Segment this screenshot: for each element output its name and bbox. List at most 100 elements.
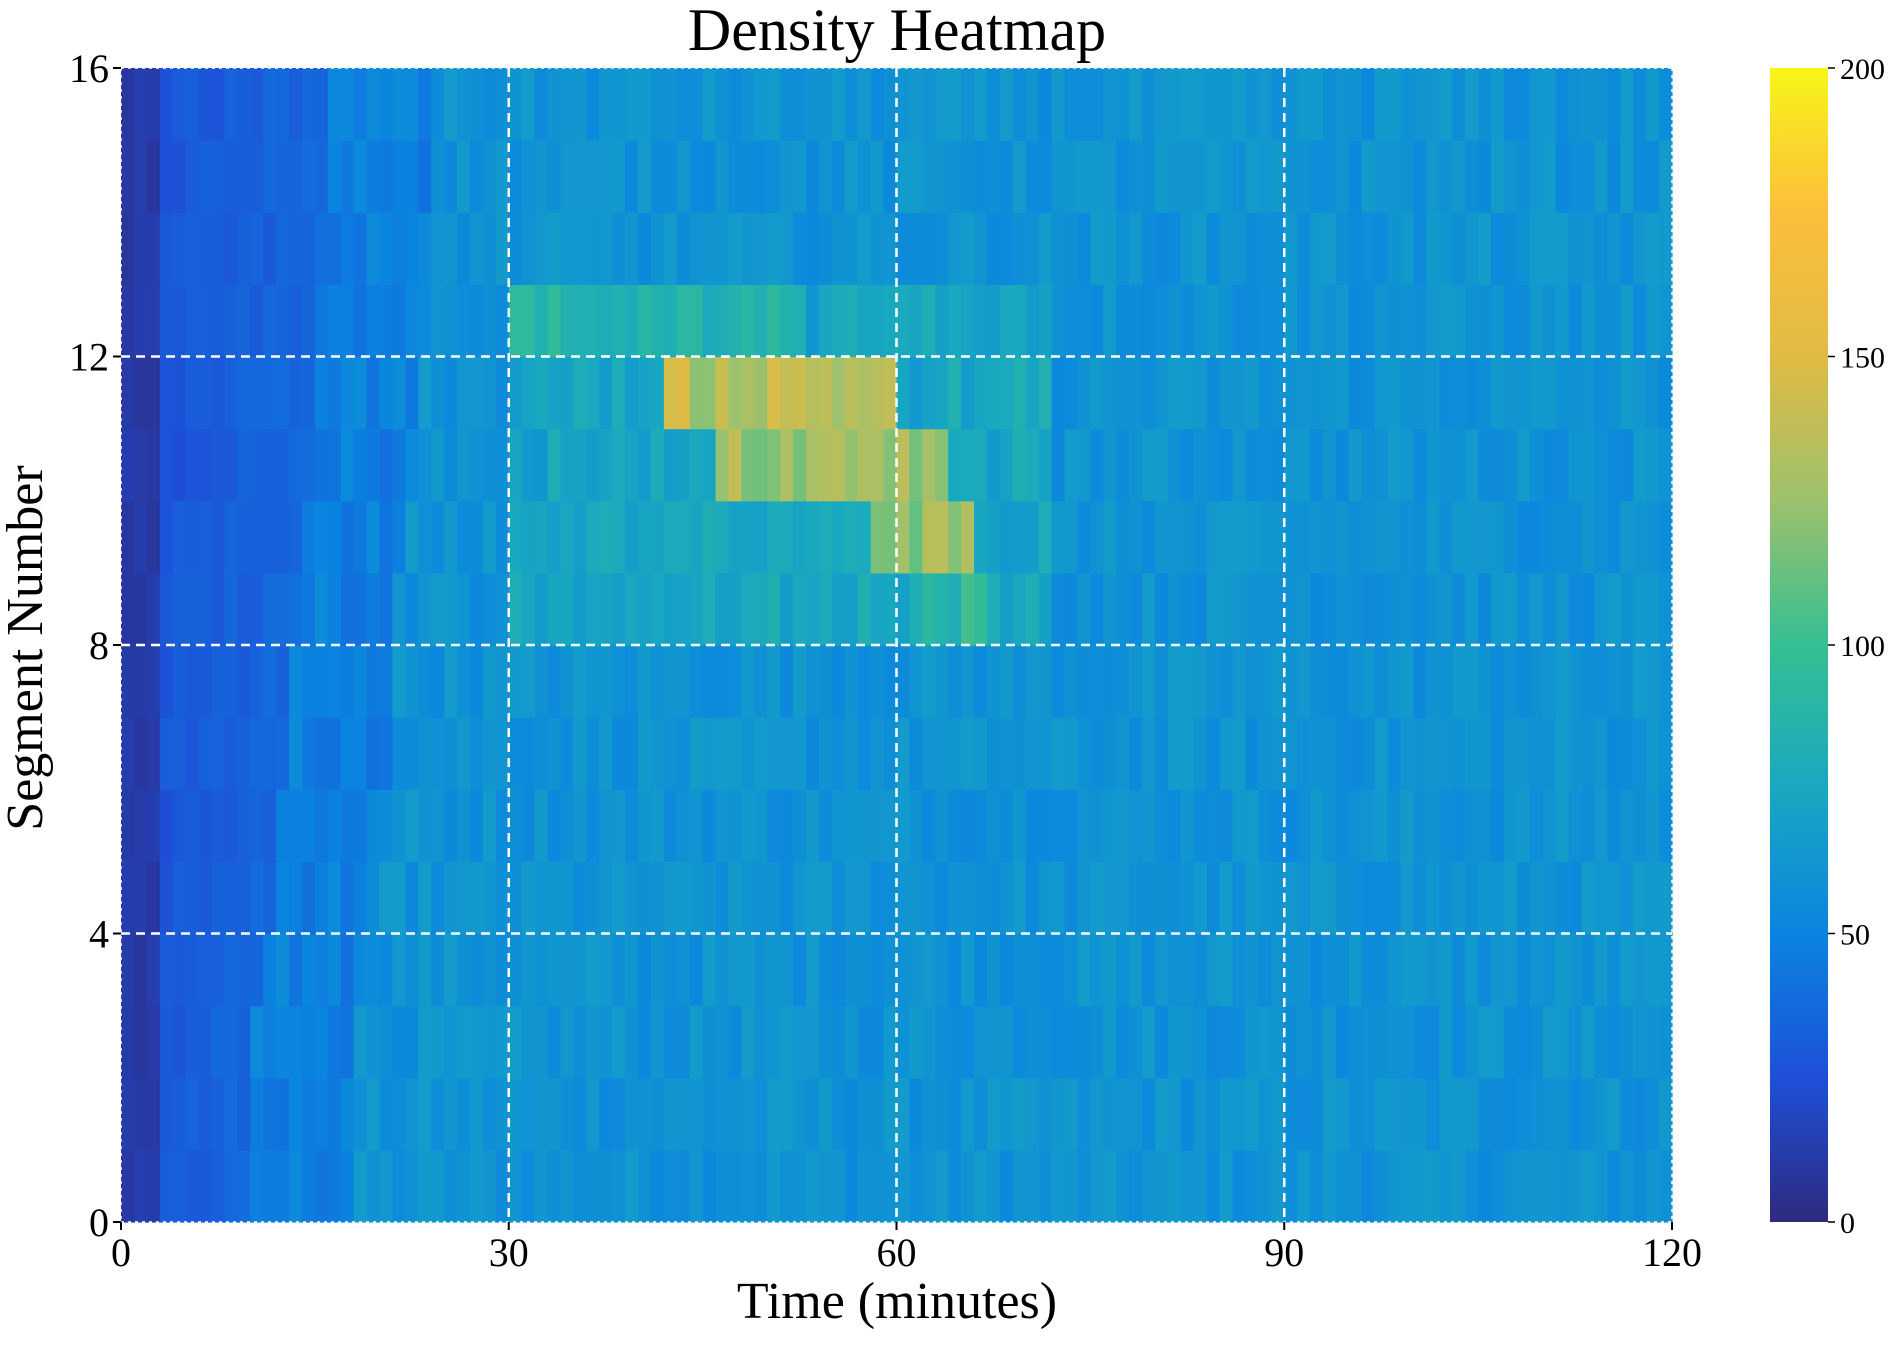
heatmap-cell <box>1206 789 1221 862</box>
heatmap-cell <box>353 68 368 141</box>
heatmap-cell <box>999 1149 1014 1223</box>
heatmap-cell <box>560 428 574 502</box>
heatmap-cell <box>1245 572 1259 646</box>
heatmap-cell <box>612 645 626 718</box>
heatmap-cell <box>1155 284 1169 358</box>
heatmap-cell <box>1258 500 1272 574</box>
heatmap-cell <box>999 572 1014 646</box>
heatmap-cell <box>1387 68 1402 141</box>
heatmap-cell <box>1348 933 1363 1007</box>
heatmap-cell <box>482 284 497 358</box>
heatmap-cell <box>1193 428 1208 502</box>
heatmap-cell <box>534 789 549 862</box>
heatmap-cell <box>534 1005 549 1079</box>
heatmap-cell <box>1465 861 1479 935</box>
heatmap-cell <box>444 500 458 574</box>
heatmap-cell <box>1232 356 1247 430</box>
heatmap-cell <box>1607 572 1621 646</box>
heatmap-cell <box>1646 212 1660 285</box>
heatmap-cell <box>1310 68 1324 141</box>
heatmap-cell <box>224 68 238 141</box>
heatmap-cell <box>1077 356 1091 430</box>
heatmap-cell <box>1323 500 1337 574</box>
heatmap-cell <box>1465 284 1479 358</box>
heatmap-cell <box>159 140 174 213</box>
heatmap-cell <box>870 356 885 430</box>
heatmap-cell <box>599 645 613 718</box>
heatmap-cell <box>237 284 251 358</box>
heatmap-cell <box>1387 1005 1402 1079</box>
heatmap-cell <box>1491 1077 1505 1151</box>
heatmap-cell <box>1568 212 1583 285</box>
heatmap-cell <box>1452 284 1466 358</box>
heatmap-cell <box>1581 284 1596 358</box>
heatmap-cell <box>250 68 264 141</box>
heatmap-cell <box>1633 428 1647 502</box>
heatmap-cell <box>663 717 678 790</box>
heatmap-cell <box>1193 284 1208 358</box>
heatmap-cell <box>1620 140 1634 213</box>
heatmap-cell <box>198 717 213 790</box>
heatmap-cell <box>547 284 562 358</box>
heatmap-cell <box>974 140 988 213</box>
heatmap-cell <box>715 284 730 358</box>
heatmap-cell <box>1452 356 1466 430</box>
heatmap-cell <box>1555 933 1570 1007</box>
heatmap-cell <box>1155 789 1169 862</box>
heatmap-cell <box>1012 284 1027 358</box>
heatmap-cell <box>534 428 549 502</box>
heatmap-cell <box>1465 1005 1479 1079</box>
heatmap-cell <box>986 717 1001 790</box>
heatmap-cell <box>547 68 562 141</box>
heatmap-cell <box>612 1149 626 1223</box>
heatmap-cell <box>327 572 342 646</box>
heatmap-cell <box>457 645 471 718</box>
heatmap-cell <box>172 1077 187 1151</box>
heatmap-cell <box>1374 933 1389 1007</box>
heatmap-cell <box>1232 212 1247 285</box>
heatmap-cell <box>1503 140 1518 213</box>
heatmap-cell <box>806 212 820 285</box>
heatmap-cell <box>392 68 406 141</box>
heatmap-cell <box>159 500 174 574</box>
heatmap-cell <box>366 140 381 213</box>
heatmap-cell <box>211 1005 225 1079</box>
heatmap-cell <box>1542 933 1557 1007</box>
heatmap-cell <box>547 1005 562 1079</box>
heatmap-cell <box>314 428 329 502</box>
heatmap-cell <box>999 1005 1014 1079</box>
heatmap-cell <box>1555 212 1570 285</box>
heatmap-cell <box>1503 212 1518 285</box>
heatmap-cell <box>1051 428 1066 502</box>
heatmap-cell <box>599 933 613 1007</box>
heatmap-cell <box>1439 1149 1453 1223</box>
heatmap-cell <box>1155 1077 1169 1151</box>
heatmap-cell <box>211 212 225 285</box>
heatmap-cell <box>999 717 1014 790</box>
heatmap-cell <box>1064 1005 1079 1079</box>
heatmap-cell <box>1361 284 1376 358</box>
heatmap-cell <box>508 1005 523 1079</box>
heatmap-cell <box>1038 428 1053 502</box>
heatmap-cell <box>1529 68 1544 141</box>
heatmap-cell <box>663 284 678 358</box>
heatmap-cell <box>263 500 277 574</box>
heatmap-cell <box>974 212 988 285</box>
heatmap-cell <box>1607 140 1621 213</box>
heatmap-cell <box>1478 717 1492 790</box>
heatmap-cell <box>1077 212 1091 285</box>
heatmap-cell <box>1310 140 1324 213</box>
heatmap-cell <box>780 1005 794 1079</box>
heatmap-cell <box>482 717 497 790</box>
heatmap-cell <box>663 1005 678 1079</box>
heatmap-cell <box>974 861 988 935</box>
heatmap-cell <box>1400 356 1415 430</box>
heatmap-cell <box>922 645 936 718</box>
heatmap-cell <box>327 68 342 141</box>
heatmap-cell <box>1348 789 1363 862</box>
heatmap-cell <box>521 861 536 935</box>
heatmap-cell <box>806 933 820 1007</box>
heatmap-cell <box>224 356 238 430</box>
heatmap-cell <box>250 284 264 358</box>
heatmap-cell <box>1503 789 1518 862</box>
